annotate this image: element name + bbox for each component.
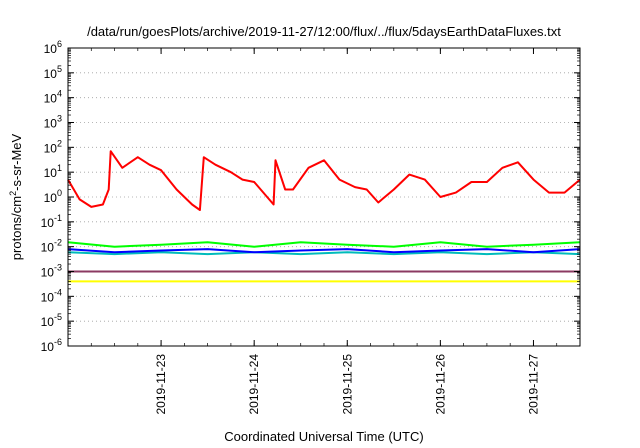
y-tick-base: 10 [44,42,58,56]
series-line-0 [67,150,581,211]
y-tick-exp: -6 [54,337,62,347]
chart-title: /data/run/goesPlots/archive/2019-11-27/1… [87,24,561,39]
y-tick-exp: 2 [57,138,62,148]
x-tick-label: 2019-11-24 [247,354,261,415]
x-tick-labels: 2019-11-23 2019-11-24 2019-11-25 2019-11-26… [154,354,540,415]
axis-ticks [67,47,581,347]
y-tick-exp: -3 [54,263,62,273]
y-tick-exp: 3 [57,114,62,124]
x-axis-label: Coordinated Universal Time (UTC) [224,429,423,444]
grid-lines [68,72,580,322]
y-tick-base: 10 [44,67,58,81]
y-tick-exp: 0 [57,188,62,198]
y-tick-exp: -1 [54,213,62,223]
y-tick-label: 106 [44,39,62,56]
series-line-2 [67,251,581,256]
y-tick-exp: 6 [57,39,62,49]
y-tick-label: 100 [44,188,62,205]
y-tick-label: 10-5 [41,312,62,329]
y-tick-label: 101 [44,163,62,180]
y-tick-exp: -2 [54,238,62,248]
y-tick-exp: 1 [57,163,62,173]
y-axis-label-sup: 2 [8,191,18,196]
x-tick-label: 2019-11-25 [340,354,354,415]
series-line-1 [67,241,581,248]
x-tick-label: 2019-11-27 [526,354,540,415]
series-line-3 [67,248,581,254]
x-tick-label: 2019-11-23 [154,354,168,415]
y-axis-label: protons/cm2-s-sr-MeV [8,133,24,260]
y-tick-base: 10 [41,290,55,304]
y-tick-base: 10 [44,117,58,131]
y-tick-exp: -4 [54,287,62,297]
y-tick-base: 10 [41,340,55,354]
y-tick-base: 10 [44,141,58,155]
y-axis-label-prefix: protons/cm [9,196,24,260]
y-tick-base: 10 [41,266,55,280]
x-tick-label: 2019-11-26 [433,354,447,415]
y-tick-exp: 4 [57,89,62,99]
y-tick-base: 10 [41,216,55,230]
y-tick-label: 105 [44,64,62,81]
y-tick-base: 10 [41,241,55,255]
y-tick-label: 104 [44,89,62,106]
y-tick-label: 102 [44,138,62,155]
y-tick-base: 10 [44,166,58,180]
y-tick-base: 10 [41,315,55,329]
y-tick-base: 10 [44,191,58,205]
y-tick-label: 10-4 [41,287,62,304]
y-tick-label: 10-1 [41,213,62,230]
y-tick-label: 103 [44,114,62,131]
y-tick-labels: 10-610-510-410-310-210-11001011021031041… [41,39,62,354]
y-tick-label: 10-3 [41,263,62,280]
y-tick-exp: -5 [54,312,62,322]
y-axis-label-suffix: -s-sr-MeV [9,133,24,190]
y-tick-label: 10-6 [41,337,62,354]
y-tick-exp: 5 [57,64,62,74]
series-group [67,150,581,283]
y-tick-base: 10 [44,92,58,106]
y-tick-label: 10-2 [41,238,62,255]
